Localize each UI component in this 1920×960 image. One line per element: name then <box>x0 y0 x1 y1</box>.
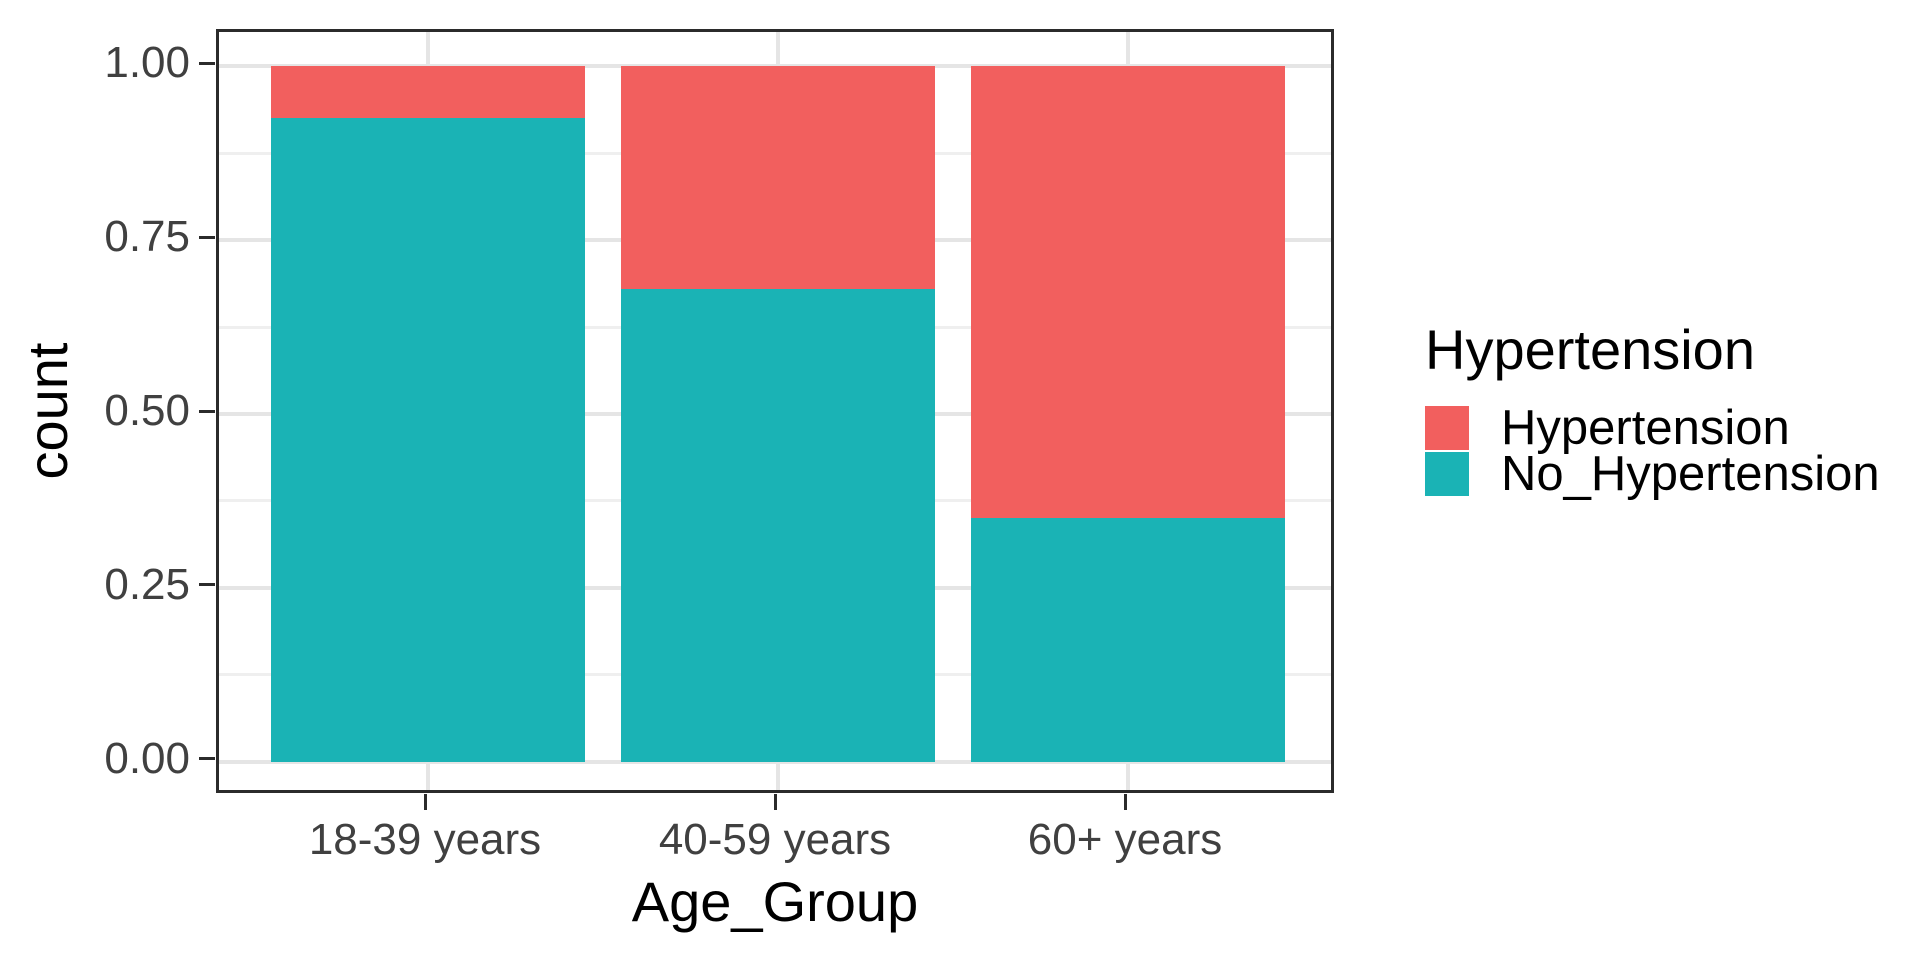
legend-entries: Hypertension No_Hypertension <box>1425 401 1880 501</box>
bar-18-39-years-no-hypertension <box>271 118 585 762</box>
legend-label: No_Hypertension <box>1501 447 1880 501</box>
x-tick-mark <box>773 794 777 810</box>
bar-40-59-years-hypertension <box>621 66 935 289</box>
legend-swatch-hypertension <box>1425 406 1469 450</box>
legend-swatch-no-hypertension <box>1425 452 1469 496</box>
y-tick-label: 0.25 <box>104 559 190 609</box>
legend-entry-hypertension: Hypertension <box>1425 401 1880 455</box>
legend: Hypertension Hypertension No_Hypertension <box>1425 318 1880 501</box>
y-tick-label: 0.00 <box>104 733 190 783</box>
y-tick-label: 1.00 <box>104 38 190 88</box>
gridline-major <box>219 759 1331 764</box>
x-tick-mark <box>423 794 427 810</box>
y-tick-mark <box>199 583 215 587</box>
y-tick-label: 0.50 <box>104 386 190 435</box>
x-tick-label: 18-39 years <box>308 815 542 864</box>
plot-panel <box>216 29 1334 793</box>
x-tick-label: 60+ years <box>1027 815 1223 864</box>
x-tick-label: 40-59 years <box>658 815 892 864</box>
y-tick-mark <box>199 757 215 761</box>
y-tick-mark <box>199 235 215 239</box>
legend-entry-no-hypertension: No_Hypertension <box>1425 447 1880 501</box>
y-tick-mark <box>199 61 215 65</box>
y-tick-label: 0.75 <box>104 212 190 262</box>
x-axis-title: Age_Group <box>631 870 919 933</box>
legend-title: Hypertension <box>1425 318 1755 381</box>
x-tick-mark <box>1123 794 1127 810</box>
legend-label: Hypertension <box>1501 401 1790 455</box>
bar-18-39-years-hypertension <box>271 66 585 119</box>
bar-60-years-hypertension <box>971 66 1285 519</box>
bar-60-years-no-hypertension <box>971 518 1285 762</box>
bar-40-59-years-no-hypertension <box>621 288 935 762</box>
y-tick-mark <box>199 409 215 413</box>
